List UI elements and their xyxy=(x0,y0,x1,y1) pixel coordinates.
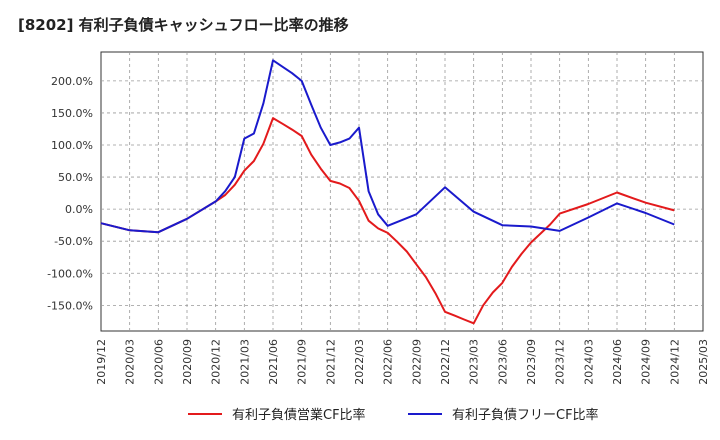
series-line-free-cf xyxy=(100,59,675,234)
legend-swatch-operating-cf xyxy=(188,412,222,415)
y-tick-label: 150.0% xyxy=(51,107,93,120)
line-chart: 2019/12 2020/03 2020/06 2020/09 2020/12 2021/… xyxy=(47,51,710,385)
y-tick-label: -100.0% xyxy=(47,267,93,280)
legend-label-operating-cf: 有利子負債営業CF比率 xyxy=(232,408,366,423)
x-tick-label: 2019/12 xyxy=(95,339,108,385)
x-tick-label: 2021/03 xyxy=(238,339,251,385)
legend-swatch-free-cf xyxy=(408,412,442,415)
x-tick-label: 2024/09 xyxy=(640,339,653,385)
x-tick-label: 2020/12 xyxy=(210,339,223,385)
y-tick-label: 0.0% xyxy=(65,203,93,216)
legend-item-free-cf: 有利子負債フリーCF比率 xyxy=(408,404,599,423)
x-tick-label: 2022/09 xyxy=(410,339,423,385)
x-tick-label: 2020/06 xyxy=(152,339,165,385)
x-tick-label: 2023/06 xyxy=(496,339,509,385)
x-tick-label: 2024/06 xyxy=(611,339,624,385)
chart-title: [8202] 有利子負債キャッシュフロー比率の推移 xyxy=(18,16,349,34)
y-tick-label: -50.0% xyxy=(54,235,93,248)
series-line-operating-cf xyxy=(100,117,675,325)
x-tick-label: 2021/12 xyxy=(324,339,337,385)
x-tick-label: 2022/12 xyxy=(439,339,452,385)
x-tick-label: 2025/03 xyxy=(697,339,710,385)
y-tick-label: 200.0% xyxy=(51,75,93,88)
y-tick-label: -150.0% xyxy=(47,299,93,312)
x-tick-label: 2020/09 xyxy=(181,339,194,385)
x-tick-label: 2020/03 xyxy=(124,339,137,385)
chart-legend: 有利子負債営業CF比率 有利子負債フリーCF比率 xyxy=(0,404,720,428)
x-tick-label: 2022/06 xyxy=(382,339,395,385)
legend-label-free-cf: 有利子負債フリーCF比率 xyxy=(452,408,599,423)
x-tick-label: 2023/12 xyxy=(554,339,567,385)
y-tick-label: 100.0% xyxy=(51,139,93,152)
plot-area xyxy=(100,51,704,332)
x-tick-label: 2023/09 xyxy=(525,339,538,385)
x-tick-label: 2021/06 xyxy=(267,339,280,385)
x-tick-label: 2022/03 xyxy=(353,339,366,385)
x-tick-label: 2023/03 xyxy=(468,339,481,385)
x-tick-label: 2024/12 xyxy=(668,339,681,385)
x-tick-label: 2021/09 xyxy=(296,339,309,385)
legend-item-operating-cf: 有利子負債営業CF比率 xyxy=(188,404,366,423)
y-tick-label: 50.0% xyxy=(58,171,93,184)
x-tick-label: 2024/03 xyxy=(582,339,595,385)
